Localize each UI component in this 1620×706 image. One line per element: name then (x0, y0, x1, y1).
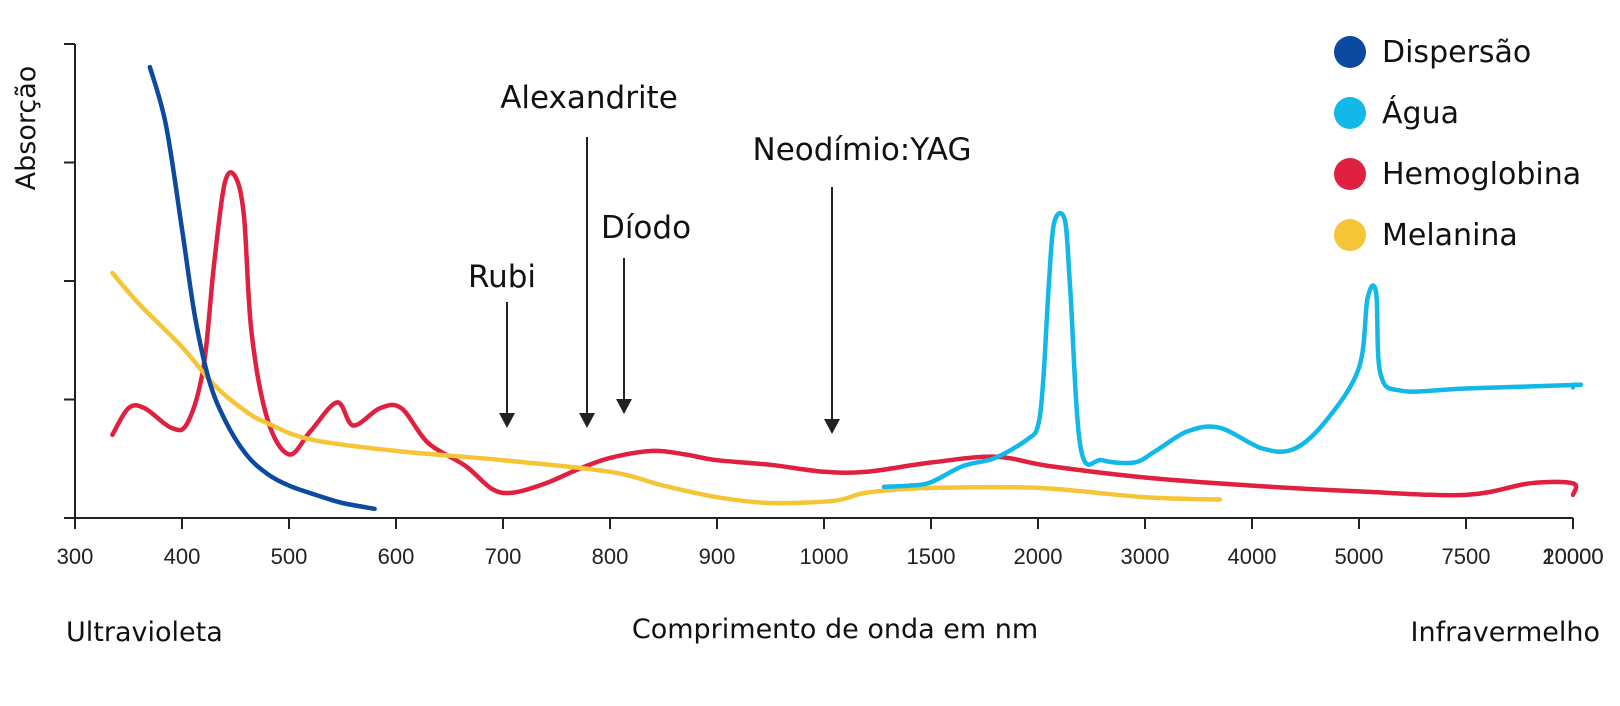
x-tick-label: 900 (699, 544, 736, 569)
y-axis-title: Absorção (11, 66, 42, 191)
ultraviolet-label: Ultravioleta (66, 617, 223, 648)
laser-label-diodo: Díodo (601, 210, 691, 246)
legend-swatch-agua (1334, 97, 1366, 129)
x-tick-label: 20000 (1542, 544, 1603, 569)
legend-label-hemoglobina: Hemoglobina (1382, 157, 1581, 192)
x-axis-title: Comprimento de onda em nm (632, 614, 1038, 645)
x-tick-label: 500 (271, 544, 308, 569)
x-tick-label: 1500 (907, 544, 956, 569)
curves (110, 64, 1584, 512)
series-line-melanina (110, 270, 1223, 506)
infrared-label: Infravermelho (1411, 617, 1601, 648)
laser-label-neodimio-yag: Neodímio:YAG (753, 132, 972, 168)
x-tick-label: 5000 (1335, 544, 1384, 569)
series-line-agua (881, 210, 1584, 490)
legend-label-agua: Água (1382, 95, 1459, 131)
x-tick-label: 3000 (1121, 544, 1170, 569)
x-tick-label: 800 (592, 544, 629, 569)
x-tick-label: 400 (164, 544, 201, 569)
x-tick-label: 700 (485, 544, 522, 569)
legend: Dispersão Água Hemoglobina Melanina (1334, 35, 1581, 253)
x-tick-label: 600 (378, 544, 415, 569)
laser-arrow-head-rubi (499, 413, 515, 428)
laser-annotations: Rubi Alexandrite Díodo Neodímio:YAG (468, 80, 972, 434)
y-ticks (64, 43, 75, 519)
legend-swatch-melanina (1334, 219, 1366, 251)
laser-label-alexandrite: Alexandrite (500, 80, 678, 116)
legend-swatch-hemoglobina (1334, 158, 1366, 190)
x-tick-label: 300 (57, 544, 94, 569)
x-tick-label: 2000 (1014, 544, 1063, 569)
series-line-dispersao (147, 64, 377, 512)
laser-label-rubi: Rubi (468, 259, 536, 295)
legend-label-dispersao: Dispersão (1382, 35, 1531, 70)
x-tick-label: 10000 (1542, 544, 1603, 569)
laser-arrow-head-diodo (616, 399, 632, 414)
legend-swatch-dispersao (1334, 36, 1366, 68)
x-ticks (74, 518, 1574, 529)
series-line-hemoglobina (110, 170, 1579, 498)
x-tick-labels: 300 400 500 600 700 800 900 1000 1500 2000 3000 400… (57, 544, 1604, 569)
laser-arrow-head-alexandrite (579, 413, 595, 428)
laser-arrow-head-neodimio-yag (824, 419, 840, 434)
legend-label-melanina: Melanina (1382, 218, 1518, 253)
x-tick-label: 4000 (1228, 544, 1277, 569)
x-tick-label: 1000 (800, 544, 849, 569)
x-tick-label: 7500 (1442, 544, 1491, 569)
